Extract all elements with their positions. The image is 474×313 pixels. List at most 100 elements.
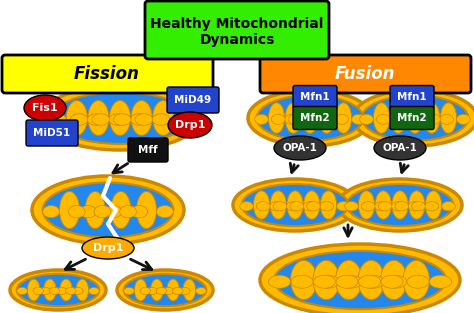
Ellipse shape [303,202,317,211]
Ellipse shape [291,260,317,300]
Ellipse shape [65,287,76,295]
Ellipse shape [80,205,96,218]
Ellipse shape [180,287,190,295]
Ellipse shape [287,191,303,219]
Ellipse shape [273,202,287,211]
Ellipse shape [374,103,390,133]
Ellipse shape [288,114,302,124]
Text: Mfn2: Mfn2 [300,113,330,123]
Ellipse shape [242,184,348,226]
Ellipse shape [407,275,429,288]
Ellipse shape [358,260,384,300]
FancyBboxPatch shape [2,55,213,93]
Ellipse shape [384,275,406,288]
FancyBboxPatch shape [390,85,434,109]
Ellipse shape [313,260,339,300]
Ellipse shape [392,191,408,219]
Ellipse shape [111,192,131,228]
Ellipse shape [73,287,83,295]
Ellipse shape [140,287,151,295]
Ellipse shape [131,100,152,136]
Ellipse shape [322,114,335,124]
Ellipse shape [338,179,462,231]
Ellipse shape [392,202,405,211]
Text: Drp1: Drp1 [93,243,123,253]
Ellipse shape [318,114,332,124]
Ellipse shape [274,136,326,160]
Ellipse shape [285,114,298,124]
Ellipse shape [390,103,406,133]
Ellipse shape [183,279,196,301]
Ellipse shape [17,274,99,306]
Ellipse shape [43,182,173,238]
Ellipse shape [274,251,446,309]
Ellipse shape [358,191,375,219]
Ellipse shape [33,287,44,295]
Ellipse shape [272,114,285,124]
Ellipse shape [56,287,67,295]
Text: MiD51: MiD51 [34,128,71,138]
Ellipse shape [135,114,153,125]
Ellipse shape [109,100,130,136]
Ellipse shape [423,114,437,124]
Ellipse shape [390,114,403,124]
Ellipse shape [173,287,183,295]
Ellipse shape [253,191,270,219]
Text: Fusion: Fusion [335,65,395,83]
Ellipse shape [408,202,422,211]
Ellipse shape [113,114,131,125]
FancyBboxPatch shape [293,106,337,130]
Ellipse shape [24,95,66,121]
Ellipse shape [456,114,470,124]
Ellipse shape [257,95,363,141]
Ellipse shape [137,192,156,228]
Ellipse shape [285,103,301,133]
Ellipse shape [378,202,392,211]
Ellipse shape [291,275,313,288]
Ellipse shape [313,275,336,288]
Ellipse shape [27,279,40,301]
Ellipse shape [407,103,423,133]
Ellipse shape [320,202,334,211]
Ellipse shape [156,205,173,218]
Ellipse shape [335,114,348,124]
Ellipse shape [174,114,191,125]
Ellipse shape [248,90,372,146]
Ellipse shape [395,202,409,211]
Ellipse shape [40,287,51,295]
Ellipse shape [302,103,318,133]
Ellipse shape [256,202,270,211]
FancyBboxPatch shape [128,138,168,162]
Text: Drp1: Drp1 [175,120,205,130]
Ellipse shape [360,114,374,124]
Ellipse shape [268,103,285,133]
Text: MiD49: MiD49 [174,95,211,105]
Ellipse shape [152,114,170,125]
Text: OPA-1: OPA-1 [383,143,418,153]
Ellipse shape [303,191,320,219]
Ellipse shape [307,202,320,211]
Ellipse shape [411,202,425,211]
Ellipse shape [269,275,291,288]
Ellipse shape [393,114,407,124]
Ellipse shape [260,244,460,313]
Ellipse shape [43,205,60,218]
Ellipse shape [358,275,381,288]
Ellipse shape [88,100,109,136]
Ellipse shape [17,287,27,295]
Ellipse shape [60,279,73,301]
Ellipse shape [163,287,174,295]
Text: Fis1: Fis1 [32,103,58,113]
Ellipse shape [429,275,451,288]
Ellipse shape [70,114,88,125]
FancyBboxPatch shape [293,85,337,109]
Ellipse shape [89,287,99,295]
Ellipse shape [403,260,429,300]
Ellipse shape [49,287,60,295]
Ellipse shape [270,191,286,219]
Ellipse shape [87,114,105,125]
Ellipse shape [153,100,174,136]
Ellipse shape [130,114,148,125]
Ellipse shape [352,114,365,124]
Ellipse shape [44,279,56,301]
